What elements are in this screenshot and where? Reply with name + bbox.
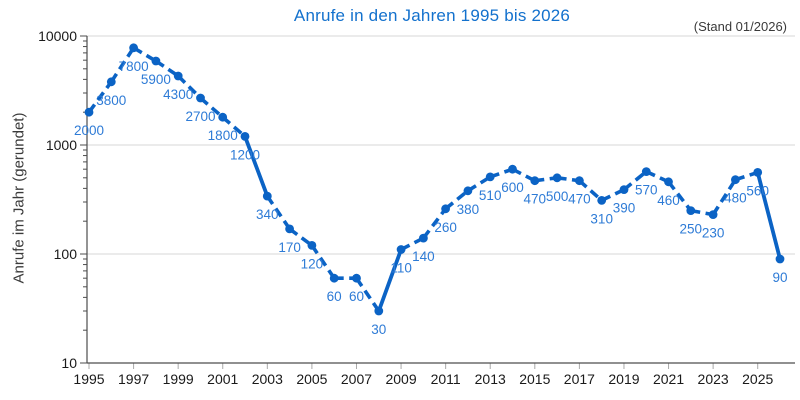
x-tick-label: 2007	[341, 371, 372, 387]
data-label-1999: 4300	[163, 87, 193, 102]
x-tick-label: 2011	[431, 371, 461, 387]
data-label-2007: 60	[349, 289, 364, 304]
x-tick-label: 2019	[608, 371, 639, 387]
x-tick-label: 2025	[742, 371, 773, 387]
data-point-2017	[575, 176, 584, 186]
y-tick-label: 100	[54, 246, 78, 262]
data-label-2020: 570	[635, 183, 658, 198]
data-label-2004: 170	[278, 240, 301, 255]
data-point-2021	[664, 177, 673, 187]
data-point-2024	[731, 175, 740, 185]
x-tick-label: 2003	[252, 371, 283, 387]
data-label-2015: 470	[524, 192, 547, 207]
x-tick-label: 2023	[698, 371, 729, 387]
x-tick-label: 2021	[653, 371, 684, 387]
x-tick-label: 2001	[207, 371, 238, 387]
x-tick-label: 2017	[564, 371, 595, 387]
data-label-2008: 30	[371, 322, 386, 337]
data-point-1999	[173, 71, 183, 81]
data-label-2011: 260	[434, 220, 457, 235]
data-point-2019	[619, 185, 629, 195]
data-point-2009	[396, 245, 406, 254]
data-point-2013	[485, 172, 495, 182]
data-point-2005	[307, 241, 317, 250]
data-label-2003: 340	[256, 207, 279, 222]
data-point-2026	[775, 254, 785, 264]
data-label-2006: 60	[327, 289, 342, 304]
x-tick-label: 1999	[163, 371, 194, 387]
x-tick-label: 1995	[73, 371, 104, 387]
data-label-1998: 5900	[141, 72, 171, 87]
data-point-2006	[329, 273, 339, 283]
chart-title: Anrufe in den Jahren 1995 bis 2026	[293, 6, 571, 25]
series-line-dashed	[87, 46, 759, 313]
data-label-2019: 390	[613, 201, 636, 216]
data-point-2003	[262, 191, 272, 201]
data-label-2026: 90	[772, 270, 787, 285]
data-point-2000	[196, 93, 205, 103]
data-label-2001: 1800	[208, 128, 238, 143]
x-tick-label: 2005	[296, 371, 327, 387]
data-point-2008	[374, 306, 384, 316]
data-label-2024: 480	[724, 191, 747, 206]
series-line-solid	[243, 135, 782, 312]
data-point-2004	[285, 224, 294, 234]
x-tick-label: 2015	[519, 371, 550, 387]
data-point-2025	[753, 168, 763, 177]
data-point-2014	[508, 164, 517, 174]
data-label-2023: 230	[702, 226, 725, 241]
data-label-1997: 7800	[119, 59, 149, 74]
data-point-2022	[686, 206, 696, 216]
y-tick-label: 10	[61, 355, 77, 371]
stand-annotation: (Stand 01/2026)	[693, 19, 787, 34]
data-point-2002	[240, 132, 250, 141]
data-label-2025: 560	[746, 183, 769, 198]
data-label-2014: 600	[501, 180, 524, 195]
data-point-2011	[441, 204, 450, 214]
data-label-2013: 510	[479, 188, 502, 203]
data-label-2021: 460	[657, 193, 680, 208]
data-label-1995: 2000	[74, 123, 104, 138]
data-label-2022: 250	[680, 222, 703, 237]
x-tick-label: 2013	[475, 371, 506, 387]
data-point-2020	[641, 167, 651, 177]
data-point-2023	[708, 210, 718, 220]
x-tick-label: 2009	[385, 371, 416, 387]
data-label-2018: 310	[590, 211, 613, 226]
y-tick-label: 10000	[38, 28, 77, 44]
x-tick-label: 1997	[118, 371, 149, 387]
data-label-2000: 2700	[185, 109, 215, 124]
data-point-1996	[106, 77, 116, 87]
data-point-1995	[84, 107, 94, 117]
data-point-1997	[129, 43, 139, 53]
data-label-2017: 470	[568, 192, 591, 207]
data-point-2018	[597, 196, 607, 205]
data-label-2010: 140	[412, 249, 435, 264]
data-point-2007	[352, 273, 361, 283]
data-point-2016	[552, 173, 562, 183]
y-tick-label: 1000	[46, 137, 77, 153]
data-label-1996: 3800	[96, 93, 126, 108]
data-label-2002: 1200	[230, 147, 260, 162]
data-label-2012: 380	[457, 202, 480, 217]
data-point-2015	[530, 176, 540, 186]
data-label-2016: 500	[546, 189, 569, 204]
data-point-2012	[463, 186, 473, 196]
data-point-2001	[218, 112, 228, 122]
data-label-2005: 120	[301, 256, 324, 271]
data-label-2009: 110	[390, 261, 412, 276]
data-point-2010	[419, 233, 428, 243]
data-point-1998	[151, 56, 161, 66]
